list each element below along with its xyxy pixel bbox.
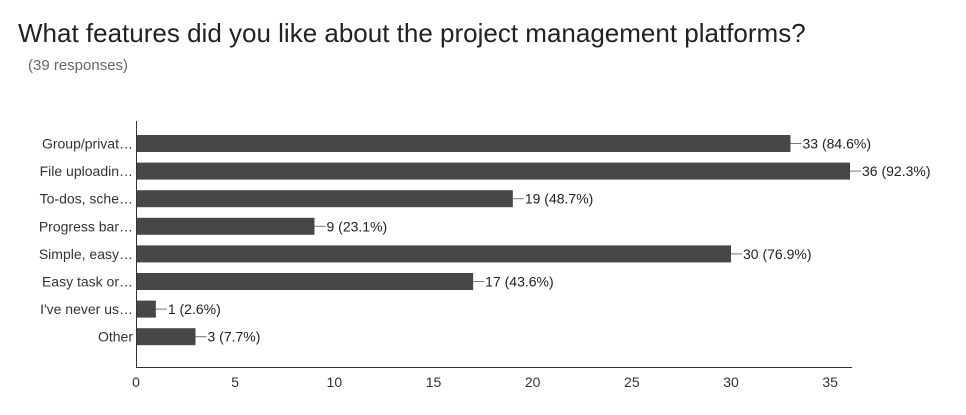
data-label: 33 (84.6%)	[803, 136, 871, 152]
x-tick-label: 35	[822, 374, 838, 390]
bar	[136, 162, 850, 180]
bar	[136, 328, 196, 346]
x-tick-label: 20	[525, 374, 541, 390]
x-tick-label: 15	[426, 374, 442, 390]
data-label: 17 (43.6%)	[485, 274, 553, 290]
labels-group: 33 (84.6%) Group/privat… 36 (92.3%) File up…	[39, 136, 931, 345]
x-tick-label: 10	[327, 374, 343, 390]
bar	[136, 273, 474, 290]
category-label: Simple, easy…	[39, 246, 133, 262]
bar	[136, 135, 791, 152]
data-label: 3 (7.7%)	[208, 329, 261, 345]
bar	[136, 300, 156, 318]
category-label: Group/privat…	[42, 136, 133, 152]
bar	[136, 217, 315, 235]
chart-title: What features did you like about the pro…	[18, 18, 806, 48]
x-tick-label: 25	[624, 374, 640, 390]
axes-group: 0 5 10 15 20 25 30 35	[132, 121, 852, 390]
x-tick-label: 30	[723, 374, 739, 390]
data-label: 19 (48.7%)	[525, 191, 593, 207]
x-tick-label: 0	[132, 374, 140, 390]
bar	[136, 245, 731, 263]
data-label: 9 (23.1%)	[327, 218, 388, 234]
category-label: Easy task or…	[42, 274, 133, 290]
x-tick-label: 5	[231, 374, 239, 390]
category-label: Other	[98, 329, 133, 345]
data-label: 36 (92.3%)	[862, 163, 930, 179]
bars-group	[136, 135, 850, 346]
category-label: Progress bar…	[39, 218, 133, 234]
category-label: To-dos, sche…	[40, 191, 133, 207]
bar	[136, 190, 513, 208]
category-label: I've never us…	[40, 301, 133, 317]
data-label: 30 (76.9%)	[743, 246, 811, 262]
category-label: File uploadin…	[40, 163, 133, 179]
response-count: (39 responses)	[28, 57, 129, 74]
data-label: 1 (2.6%)	[168, 301, 221, 317]
